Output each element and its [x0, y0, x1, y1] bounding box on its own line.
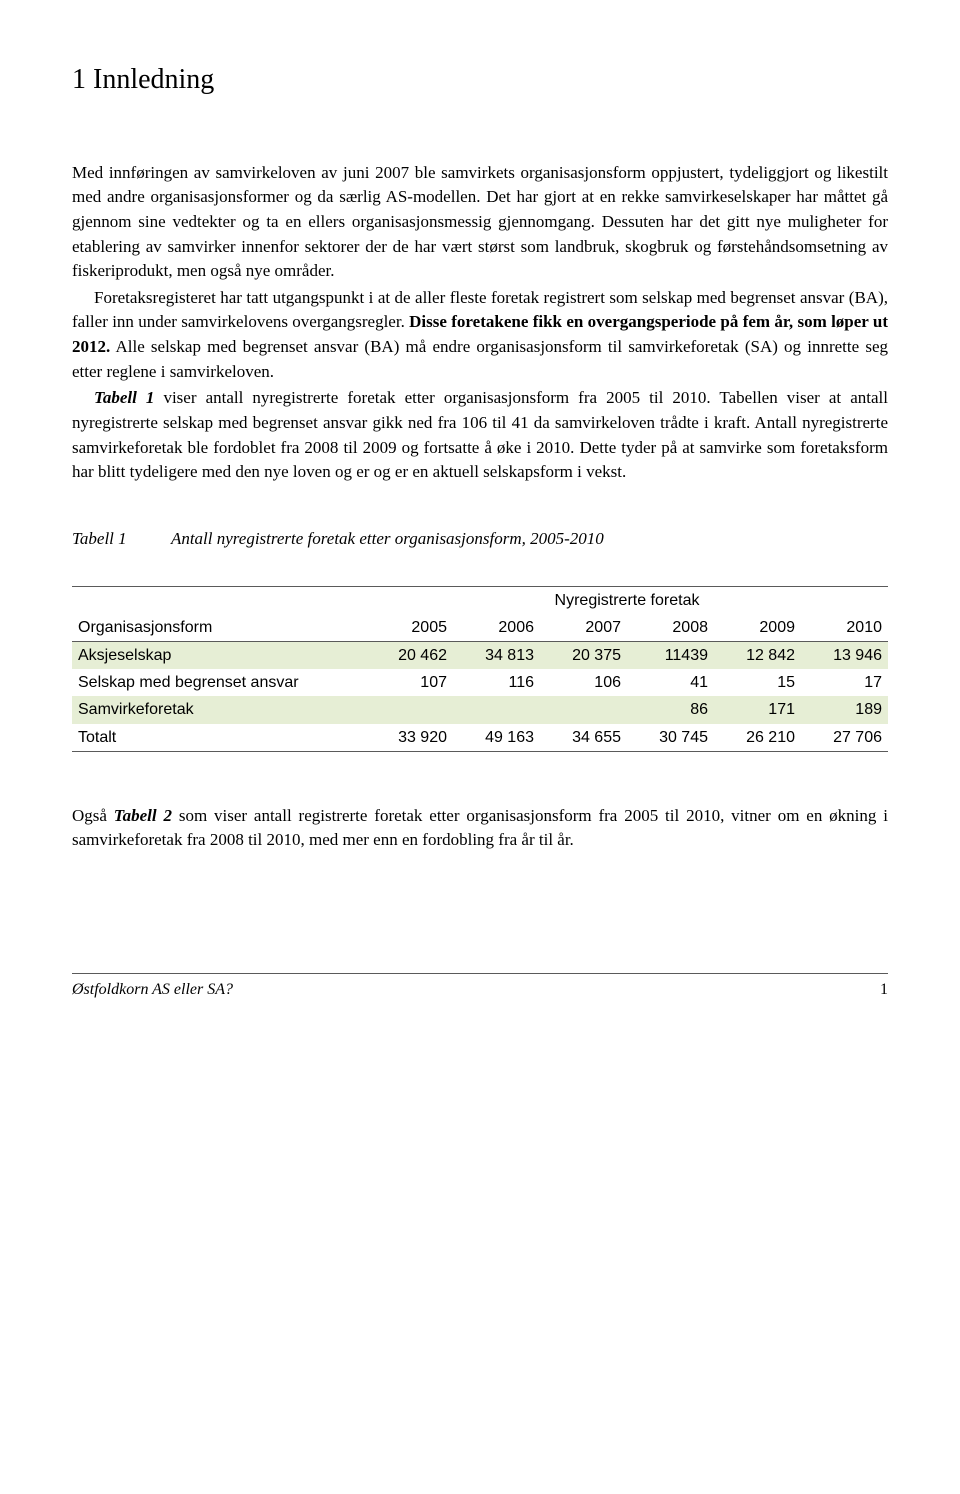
paragraph-2: Også Tabell 2 som viser antall registrer… — [72, 804, 888, 853]
table-cell: 27 706 — [801, 724, 888, 752]
table1-year-4: 2009 — [714, 614, 801, 642]
footer-page-number: 1 — [880, 978, 888, 1001]
table-cell: 26 210 — [714, 724, 801, 752]
table1-year-5: 2010 — [801, 614, 888, 642]
table-cell: 30 745 — [627, 724, 714, 752]
table1-super-empty — [72, 586, 366, 614]
table1-caption: Tabell 1 Antall nyregistrerte foretak et… — [72, 527, 888, 552]
p1c-ital: Tabell 1 — [94, 388, 154, 407]
table1-header-row: Organisasjonsform 2005 2006 2007 2008 20… — [72, 614, 888, 642]
table-cell — [453, 696, 540, 723]
table-cell: 106 — [540, 669, 627, 696]
table1: Nyregistrerte foretak Organisasjonsform … — [72, 586, 888, 752]
paragraph-1c: Tabell 1 viser antall nyregistrerte fore… — [72, 386, 888, 485]
table-cell — [366, 696, 453, 723]
table1-year-1: 2006 — [453, 614, 540, 642]
page-footer: Østfoldkorn AS eller SA? 1 — [72, 973, 888, 1001]
table-cell: 13 946 — [801, 641, 888, 669]
table1-super-header: Nyregistrerte foretak — [366, 586, 888, 614]
table-cell: 11439 — [627, 641, 714, 669]
table-cell: 12 842 — [714, 641, 801, 669]
table-cell: 20 462 — [366, 641, 453, 669]
table1-year-2: 2007 — [540, 614, 627, 642]
table-cell — [540, 696, 627, 723]
table-cell: 20 375 — [540, 641, 627, 669]
table-cell-label: Selskap med begrenset ansvar — [72, 669, 366, 696]
table1-year-3: 2008 — [627, 614, 714, 642]
table1-col-first: Organisasjonsform — [72, 614, 366, 642]
table-cell-label: Aksjeselskap — [72, 641, 366, 669]
table-cell-label: Samvirkeforetak — [72, 696, 366, 723]
table-cell: 116 — [453, 669, 540, 696]
table1-year-0: 2005 — [366, 614, 453, 642]
p1b-part2: Alle selskap med begrenset ansvar (BA) m… — [72, 337, 888, 381]
table-cell: 17 — [801, 669, 888, 696]
table1-super-header-row: Nyregistrerte foretak — [72, 586, 888, 614]
table-cell: 189 — [801, 696, 888, 723]
table-cell: 34 655 — [540, 724, 627, 752]
table-cell: 33 920 — [366, 724, 453, 752]
table-cell-label: Totalt — [72, 724, 366, 752]
p2-part1: Også — [72, 806, 114, 825]
table1-caption-text: Antall nyregistrerte foretak etter organ… — [171, 529, 604, 548]
table-cell: 86 — [627, 696, 714, 723]
table-cell: 41 — [627, 669, 714, 696]
table-row: Samvirkeforetak 86171189 — [72, 696, 888, 723]
table-cell: 171 — [714, 696, 801, 723]
table-row: Selskap med begrenset ansvar107116106411… — [72, 669, 888, 696]
p1c-rest: viser antall nyregistrerte foretak etter… — [72, 388, 888, 481]
footer-left: Østfoldkorn AS eller SA? — [72, 978, 233, 1001]
p2-part2: som viser antall registrerte foretak ett… — [72, 806, 888, 850]
table-cell: 107 — [366, 669, 453, 696]
table-row: Aksjeselskap20 46234 81320 3751143912 84… — [72, 641, 888, 669]
paragraph-1b: Foretaksregisteret har tatt utgangspunkt… — [72, 286, 888, 385]
table-cell: 34 813 — [453, 641, 540, 669]
p2-bold: Tabell 2 — [114, 806, 172, 825]
table-row: Totalt33 92049 16334 65530 74526 21027 7… — [72, 724, 888, 752]
table-cell: 49 163 — [453, 724, 540, 752]
paragraph-1a: Med innføringen av samvirkeloven av juni… — [72, 161, 888, 284]
table1-caption-num: Tabell 1 — [72, 527, 167, 552]
page-heading: 1 Innledning — [72, 60, 888, 101]
table-cell: 15 — [714, 669, 801, 696]
